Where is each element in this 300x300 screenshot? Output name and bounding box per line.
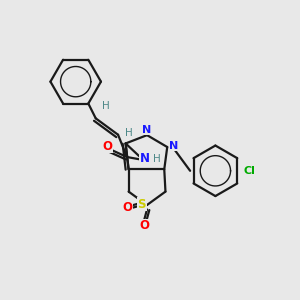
Text: O: O xyxy=(102,140,112,152)
Text: S: S xyxy=(137,198,146,211)
Text: N: N xyxy=(140,152,149,165)
Text: N: N xyxy=(142,125,152,135)
Text: N: N xyxy=(169,140,178,151)
Text: H: H xyxy=(125,128,133,138)
Text: H: H xyxy=(102,101,110,112)
Text: Cl: Cl xyxy=(244,166,256,176)
Text: H: H xyxy=(153,154,160,164)
Text: O: O xyxy=(122,202,132,214)
Text: O: O xyxy=(139,219,149,232)
